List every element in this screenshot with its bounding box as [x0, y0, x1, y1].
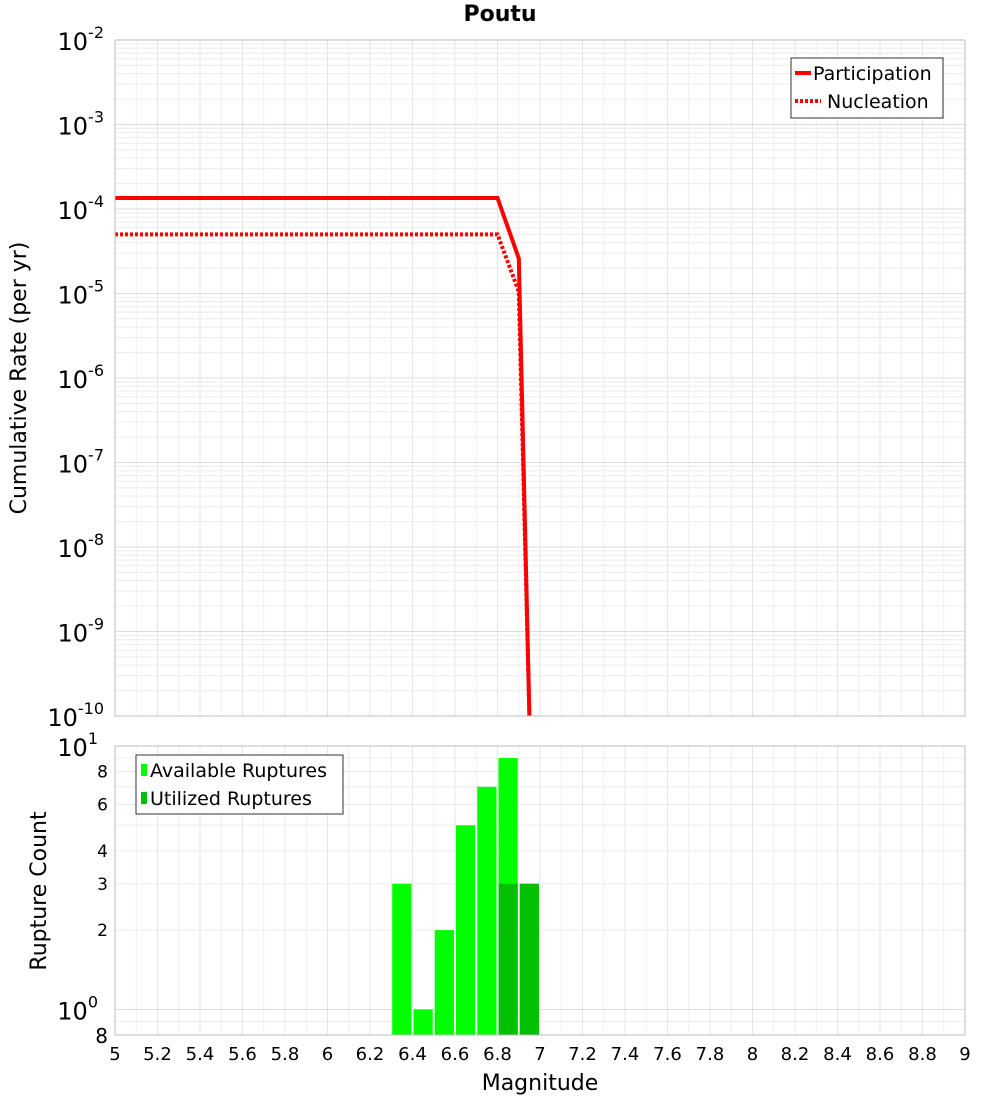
rate-y-axis-label: Cumulative Rate (per yr): [7, 242, 32, 515]
x-tick-label: 6.8: [483, 1044, 512, 1065]
legend-utilized-label: Utilized Ruptures: [150, 788, 312, 810]
x-tick-label: 5.6: [228, 1044, 257, 1065]
legend-participation-label: Participation: [813, 63, 932, 85]
rate-panel: 10-2 10-3 10-4 10-5 10-6 10-7 10-8 10-9 10-10 Cu…: [7, 23, 966, 732]
count-y-tick-label: 8: [97, 763, 108, 783]
count-y-tick-label: 3: [97, 875, 108, 895]
x-tick-label: 8: [747, 1044, 758, 1065]
x-tick-label: 8.6: [866, 1044, 895, 1065]
rate-legend: Participation Nucleation: [790, 57, 944, 119]
count-y-major-tick-label: 100: [57, 992, 98, 1025]
x-tick-label: 6: [322, 1044, 333, 1065]
legend-utilized-swatch: [141, 792, 147, 804]
available-bar: [477, 786, 497, 1035]
legend-available-swatch: [141, 764, 147, 776]
count-y-tick-label: 2: [97, 921, 108, 941]
count-y-tick-label: 4: [97, 842, 108, 862]
utilized-bar: [498, 883, 518, 1035]
available-bar: [392, 883, 412, 1035]
rate-y-ticks: 10-2 10-3 10-4 10-5 10-6 10-7 10-8 10-9 10-10: [47, 23, 104, 732]
count-grid: [114, 746, 966, 1035]
rate-series: [115, 196, 532, 717]
x-tick-label: 5: [109, 1044, 120, 1065]
utilized-bar: [519, 883, 539, 1035]
count-y-tick-label: 6: [97, 795, 108, 815]
count-legend: Available Ruptures Utilized Ruptures: [135, 754, 344, 815]
rate-y-tick-label: 10-4: [58, 192, 105, 225]
x-tick-label: 6.4: [398, 1044, 427, 1065]
available-bar: [456, 825, 476, 1035]
x-tick-label: 6.2: [356, 1044, 385, 1065]
count-y-axis-label: Rupture Count: [27, 811, 52, 971]
x-tick-label: 5.2: [143, 1044, 172, 1065]
rate-y-tick-label: 10-8: [58, 530, 105, 563]
x-tick-label: 7.8: [696, 1044, 725, 1065]
x-tick-label: 7.6: [653, 1044, 682, 1065]
rate-y-tick-label: 10-7: [58, 446, 105, 479]
x-tick-label: 6.6: [441, 1044, 470, 1065]
legend-available-label: Available Ruptures: [150, 760, 327, 782]
x-axis-label: Magnitude: [482, 1071, 599, 1096]
chart-title: Poutu: [463, 2, 537, 27]
rate-y-tick-label: 10-6: [58, 361, 105, 394]
rate-grid: [114, 40, 966, 717]
count-y-major-tick-label: 101: [57, 729, 98, 762]
rate-y-tick-label: 10-5: [58, 277, 105, 310]
count-y-min-label: 8: [95, 1024, 108, 1048]
count-bars: [392, 758, 539, 1035]
rate-plot-border: [114, 39, 966, 717]
rate-y-tick-label: 10-3: [58, 108, 105, 141]
x-tick-label: 8.4: [823, 1044, 852, 1065]
available-bar: [413, 1009, 433, 1035]
x-tick-label: 8.2: [781, 1044, 810, 1065]
count-x-ticks: 5 5.2 5.4 5.6 5.8 6 6.2 6.4 6.6 6.8 7 7.2 7.4 7.6 7.8 8…: [109, 1044, 970, 1065]
x-tick-label: 5.4: [186, 1044, 215, 1065]
available-bar: [434, 930, 454, 1035]
rate-y-tick-label: 10-9: [58, 615, 105, 648]
x-tick-label: 7.2: [568, 1044, 597, 1065]
x-tick-label: 9: [959, 1044, 970, 1065]
count-plot-border: [114, 745, 966, 1036]
x-tick-label: 7: [534, 1044, 545, 1065]
rate-y-tick-label: 10-2: [58, 23, 105, 56]
participation-line: [115, 196, 532, 717]
x-tick-label: 7.4: [611, 1044, 640, 1065]
x-tick-label: 8.8: [908, 1044, 937, 1065]
nucleation-line: [115, 232, 532, 717]
x-tick-label: 5.8: [271, 1044, 300, 1065]
rate-y-tick-label: 10-10: [47, 699, 104, 732]
legend-nucleation-label: Nucleation: [827, 91, 929, 113]
